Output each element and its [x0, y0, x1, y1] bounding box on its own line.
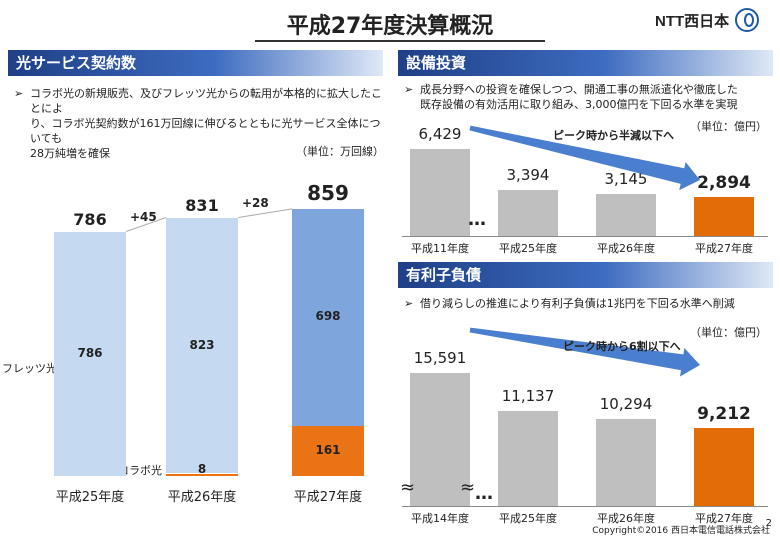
x-label-平成27年度: 平成27年度: [695, 242, 753, 255]
bullet-arrow-icon: ➢: [404, 297, 414, 310]
company-logo: NTT西日本: [655, 8, 760, 32]
flets-value-label-平成25年度: 786: [77, 345, 103, 360]
x-label-平成25年度: 平成25年度: [499, 512, 557, 525]
bar-平成26年度: [596, 418, 656, 506]
bar-平成27年度: [694, 427, 754, 506]
collabo-value-label-平成26年度: 8: [197, 462, 207, 476]
value-label-平成25年度: 11,137: [501, 387, 555, 406]
value-label-平成26年度: 10,294: [599, 394, 653, 413]
bar-平成27年度: [694, 196, 754, 236]
fiber-bullet-line-2: り、コラボ光契約数が161万回線に伸びるとともに光サービス全体についても: [30, 117, 381, 145]
series-label-collabo: コラボ光: [118, 464, 162, 477]
value-label-平成25年度: 3,394: [506, 166, 550, 185]
debt-arrow-note: ピーク時から6割以下へ: [563, 340, 681, 353]
section-header-capex: 設備投資: [398, 50, 773, 76]
bullet-arrow-icon: ➢: [404, 83, 414, 96]
title-underline: [255, 40, 545, 42]
bar-平成26年度: [596, 193, 656, 236]
debt-ellipsis: …: [475, 483, 493, 504]
section-header-fiber: 光サービス契約数: [8, 50, 383, 76]
debt-unit-label: （単位：億円）: [690, 326, 767, 339]
bar-flets-平成25年度: [54, 231, 126, 476]
value-label-平成27年度: 2,894: [697, 172, 751, 193]
total-label-平成25年度: 786: [73, 209, 107, 229]
debt-bullet-line-1: 借り減らしの推進により有利子負債は1兆円を下回る水準へ削減: [420, 297, 735, 310]
bar-平成14年度: [410, 373, 470, 506]
x-label-平成25年度: 平成25年度: [499, 242, 557, 255]
value-label-平成11年度: 6,429: [418, 125, 462, 144]
section-header-debt: 有利子負債: [398, 262, 773, 288]
fiber-bullet-line-3: 28万純増を確保: [30, 147, 110, 160]
x-label-平成26年度: 平成26年度: [597, 512, 655, 525]
capex-ellipsis: …: [468, 209, 486, 230]
total-label-平成26年度: 831: [185, 195, 219, 215]
connector-line: [125, 217, 167, 233]
flets-value-label-平成27年度: 698: [315, 309, 341, 324]
x-label-平成27年度: 平成27年度: [695, 512, 753, 525]
bar-collabo-平成27年度: [292, 425, 364, 476]
bar-flets-平成27年度: [292, 208, 364, 426]
baseline: [402, 236, 768, 237]
x-label-平成27年度: 平成27年度: [293, 490, 363, 505]
debt-break-mark-1: ≈: [400, 477, 416, 498]
fiber-bullet-line-1: コラボ光の新規販売、及びフレッツ光からの転用が本格的に拡大したことによ: [30, 87, 382, 115]
bar-平成25年度: [498, 190, 558, 236]
bar-collabo-平成26年度: [166, 473, 238, 476]
copyright-footer: Copyright©2016 西日本電信電話株式会社: [592, 526, 770, 536]
x-label-平成25年度: 平成25年度: [55, 490, 125, 505]
bar-平成25年度: [498, 411, 558, 506]
capex-arrow-note: ピーク時から半減以下へ: [553, 129, 674, 142]
baseline: [402, 506, 768, 507]
debt-break-mark-2: ≈: [460, 477, 476, 498]
increment-label-1: +28: [242, 195, 269, 210]
trend-arrow-shape: [469, 327, 700, 377]
value-label-平成14年度: 15,591: [413, 349, 467, 368]
total-label-平成27年度: 859: [307, 180, 349, 205]
capex-bullet-line-2: 既存設備の有効活用に取り組み、3,000億円を下回る水準を実現: [420, 98, 738, 111]
series-label-flets: フレッツ光: [2, 362, 57, 375]
value-label-平成26年度: 3,145: [604, 169, 648, 188]
capex-unit-label: （単位：億円）: [690, 120, 767, 133]
trend-arrow-shape: [469, 125, 700, 191]
flets-value-label-平成26年度: 823: [189, 337, 215, 352]
bullet-arrow-icon: ➢: [14, 87, 24, 100]
collabo-value-label-平成27年度: 161: [315, 442, 341, 457]
fiber-unit-label: （単位：万回線）: [296, 145, 384, 158]
increment-label-0: +45: [130, 209, 157, 224]
x-label-平成26年度: 平成26年度: [597, 242, 655, 255]
page-number: 2: [765, 518, 772, 529]
x-label-平成26年度: 平成26年度: [167, 490, 237, 505]
value-label-平成27年度: 9,212: [697, 403, 751, 424]
logo-text: NTT西日本: [655, 12, 730, 30]
logo-mark-icon: [735, 8, 760, 32]
connector-line: [237, 208, 293, 219]
page-title: 平成27年度決算概況: [286, 14, 494, 39]
capex-bullet-line-1: 成長分野への投資を確保しつつ、開通工事の無派遣化や徹底した: [420, 83, 738, 96]
bar-flets-平成26年度: [166, 217, 238, 474]
x-label-平成14年度: 平成14年度: [411, 512, 469, 525]
x-label-平成11年度: 平成11年度: [411, 242, 469, 255]
bar-平成11年度: [410, 149, 470, 236]
